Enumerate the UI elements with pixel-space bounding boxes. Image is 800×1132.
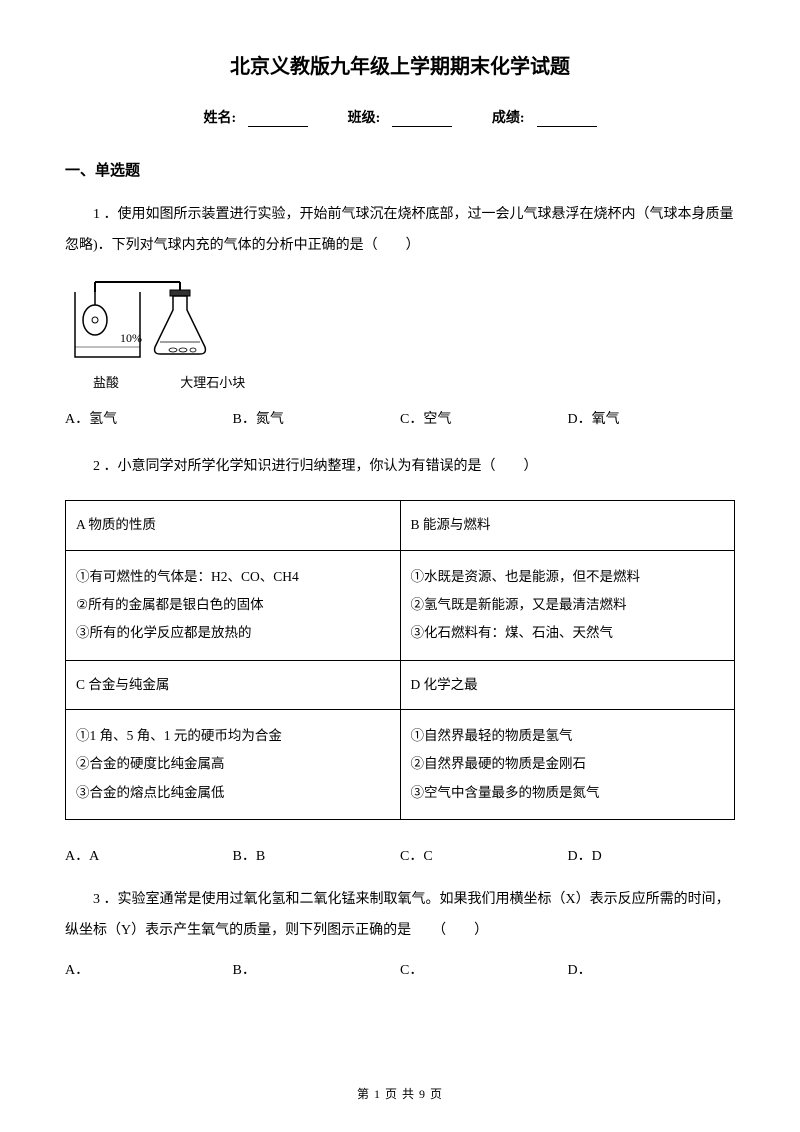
q1-option-d[interactable]: D．氧气: [568, 406, 736, 434]
section-header: 一、单选题: [65, 159, 735, 180]
cell-a-header: A 物质的性质: [66, 501, 401, 550]
q3-option-a[interactable]: A．: [65, 957, 233, 985]
cell-b-header: B 能源与燃料: [400, 501, 735, 550]
beaker-label: 盐酸: [93, 375, 119, 390]
table-row: A 物质的性质 B 能源与燃料: [66, 501, 735, 550]
svg-text:10%: 10%: [120, 331, 142, 345]
q1-number: 1 ．: [93, 207, 118, 222]
cell-c-content: ①1 角、5 角、1 元的硬币均为合金 ②合金的硬度比纯金属高 ③合金的熔点比纯…: [66, 710, 401, 820]
cell-a-content: ①有可燃性的气体是：H2、CO、CH4 ②所有的金属都是银白色的固体 ③所有的化…: [66, 550, 401, 660]
student-info-line: 姓名: 班级: 成绩:: [65, 107, 735, 127]
table-row: C 合金与纯金属 D 化学之最: [66, 660, 735, 709]
flask-label: 大理石小块: [180, 375, 245, 390]
q2-option-a[interactable]: A．A: [65, 845, 233, 865]
question-3: 3 ．实验室通常是使用过氧化氢和二氧化锰来制取氧气。如果我们用横坐标（X）表示反…: [65, 885, 735, 985]
q1-option-c[interactable]: C．空气: [400, 406, 568, 434]
q2-text: 小意同学对所学化学知识进行归纳整理，你认为有错误的是（ ）: [118, 459, 538, 474]
table-row: ①1 角、5 角、1 元的硬币均为合金 ②合金的硬度比纯金属高 ③合金的熔点比纯…: [66, 710, 735, 820]
question-2: 2 ．小意同学对所学化学知识进行归纳整理，你认为有错误的是（ ）: [65, 452, 735, 483]
q1-options: A．氢气 B．氮气 C．空气 D．氧气: [65, 406, 735, 434]
page-footer: 第 1 页 共 9 页: [0, 1085, 800, 1102]
q2-options: A．A B．B C．C D．D: [65, 845, 735, 865]
q3-options: A． B． C． D．: [65, 957, 735, 985]
score-label: 成绩:: [492, 111, 525, 126]
q1-option-b[interactable]: B．氮气: [233, 406, 401, 434]
class-label: 班级:: [348, 111, 381, 126]
score-blank[interactable]: [537, 113, 597, 127]
q2-option-b[interactable]: B．B: [233, 845, 401, 865]
name-blank[interactable]: [248, 113, 308, 127]
question-1: 1 ．使用如图所示装置进行实验，开始前气球沉在烧杯底部，过一会儿气球悬浮在烧杯内…: [65, 200, 735, 434]
class-blank[interactable]: [392, 113, 452, 127]
q1-diagram: 10% 盐酸 大理石小块: [65, 272, 735, 396]
q2-table: A 物质的性质 B 能源与燃料 ①有可燃性的气体是：H2、CO、CH4 ②所有的…: [65, 500, 735, 820]
cell-b-content: ①水既是资源、也是能源，但不是燃料 ②氢气既是新能源，又是最清洁燃料 ③化石燃料…: [400, 550, 735, 660]
q3-option-c[interactable]: C．: [400, 957, 568, 985]
page-title: 北京义教版九年级上学期期末化学试题: [65, 50, 735, 79]
cell-d-header: D 化学之最: [400, 660, 735, 709]
q2-option-c[interactable]: C．C: [400, 845, 568, 865]
q3-number: 3 ．: [93, 892, 118, 907]
q3-text: 实验室通常是使用过氧化氢和二氧化锰来制取氧气。如果我们用横坐标（X）表示反应所需…: [65, 892, 730, 938]
q1-text: 使用如图所示装置进行实验，开始前气球沉在烧杯底部，过一会儿气球悬浮在烧杯内（气球…: [65, 207, 734, 253]
q3-option-d[interactable]: D．: [568, 957, 736, 985]
q3-option-b[interactable]: B．: [233, 957, 401, 985]
cell-d-content: ①自然界最轻的物质是氢气 ②自然界最硬的物质是金刚石 ③空气中含量最多的物质是氮…: [400, 710, 735, 820]
q2-number: 2 ．: [93, 459, 118, 474]
q1-option-a[interactable]: A．氢气: [65, 406, 233, 434]
name-label: 姓名:: [203, 111, 236, 126]
table-row: ①有可燃性的气体是：H2、CO、CH4 ②所有的金属都是银白色的固体 ③所有的化…: [66, 550, 735, 660]
cell-c-header: C 合金与纯金属: [66, 660, 401, 709]
q2-option-d[interactable]: D．D: [568, 845, 736, 865]
